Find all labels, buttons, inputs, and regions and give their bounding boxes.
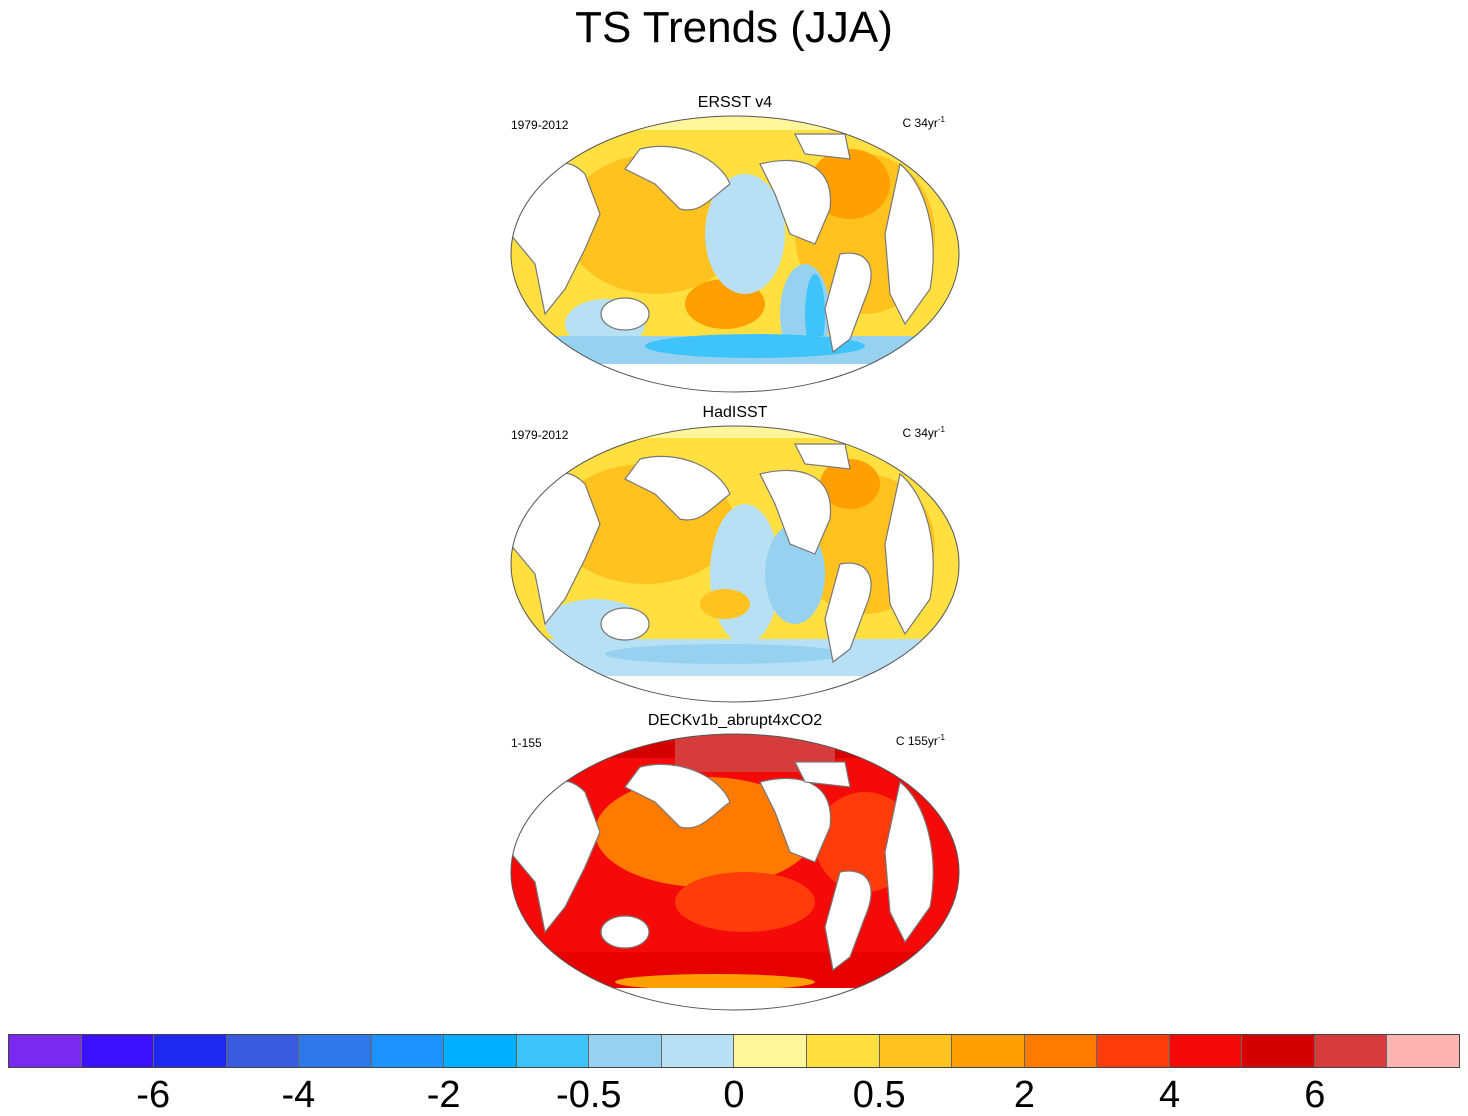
colorbar-tick-label: 6 bbox=[1304, 1074, 1326, 1116]
colorbar-tick-label: 0.5 bbox=[852, 1074, 906, 1116]
colorbar-swatch bbox=[9, 1035, 82, 1067]
trend-map bbox=[510, 115, 960, 393]
colorbar-swatch bbox=[1024, 1035, 1098, 1067]
colorbar-swatch bbox=[661, 1035, 735, 1067]
colorbar-swatch bbox=[589, 1035, 662, 1067]
colorbar-swatch bbox=[299, 1035, 372, 1067]
trend-map bbox=[510, 733, 960, 1011]
colorbar-tick-label: 0 bbox=[723, 1074, 745, 1116]
colorbar-tick-label: 2 bbox=[1013, 1074, 1035, 1116]
panel-hadisst: HadISST 1979-2012 C 34yr-1 bbox=[505, 404, 965, 704]
colorbar-tick-label: 4 bbox=[1159, 1074, 1181, 1116]
colorbar-swatch bbox=[1097, 1035, 1170, 1067]
panel-units: C 155yr-1 bbox=[895, 733, 945, 748]
panel-abrupt4xco2: DECKv1b_abrupt4xCO2 1-155 C 155yr-1 bbox=[505, 712, 965, 1012]
colorbar-swatch bbox=[879, 1035, 953, 1067]
colorbar-tick-label: -0.5 bbox=[556, 1074, 622, 1116]
colorbar-swatch bbox=[1242, 1035, 1315, 1067]
colorbar-swatch bbox=[81, 1035, 155, 1067]
panel-ersst: ERSST v4 1979-2012 C 34yr-1 bbox=[505, 94, 965, 394]
figure-title: TS Trends (JJA) bbox=[575, 3, 893, 52]
colorbar-swatch bbox=[1387, 1035, 1459, 1067]
panel-title: ERSST v4 bbox=[697, 94, 773, 111]
colorbar-swatch bbox=[1314, 1035, 1388, 1067]
trend-map bbox=[510, 425, 960, 703]
colorbar-tick-label: -2 bbox=[426, 1074, 461, 1116]
colorbar-swatch bbox=[516, 1035, 590, 1067]
colorbar-swatch bbox=[154, 1035, 227, 1067]
colorbar-swatch bbox=[371, 1035, 445, 1067]
colorbar-swatch bbox=[734, 1035, 808, 1067]
panel-period: 1979-2012 bbox=[511, 118, 569, 132]
panel-title: HadISST bbox=[702, 404, 768, 421]
colorbar-swatch bbox=[952, 1035, 1025, 1067]
colorbar-tick-label: -6 bbox=[136, 1074, 171, 1116]
colorbar bbox=[8, 1034, 1460, 1068]
colorbar-swatch bbox=[807, 1035, 880, 1067]
panel-units: C 34yr-1 bbox=[902, 115, 945, 130]
panel-title: DECKv1b_abrupt4xCO2 bbox=[647, 712, 823, 729]
panel-units: C 34yr-1 bbox=[902, 425, 945, 440]
colorbar-swatch bbox=[1169, 1035, 1243, 1067]
colorbar-swatch bbox=[444, 1035, 517, 1067]
panel-period: 1979-2012 bbox=[511, 428, 569, 442]
panel-period: 1-155 bbox=[511, 736, 542, 750]
colorbar-swatch bbox=[226, 1035, 300, 1067]
colorbar-tick-label: -4 bbox=[281, 1074, 316, 1116]
